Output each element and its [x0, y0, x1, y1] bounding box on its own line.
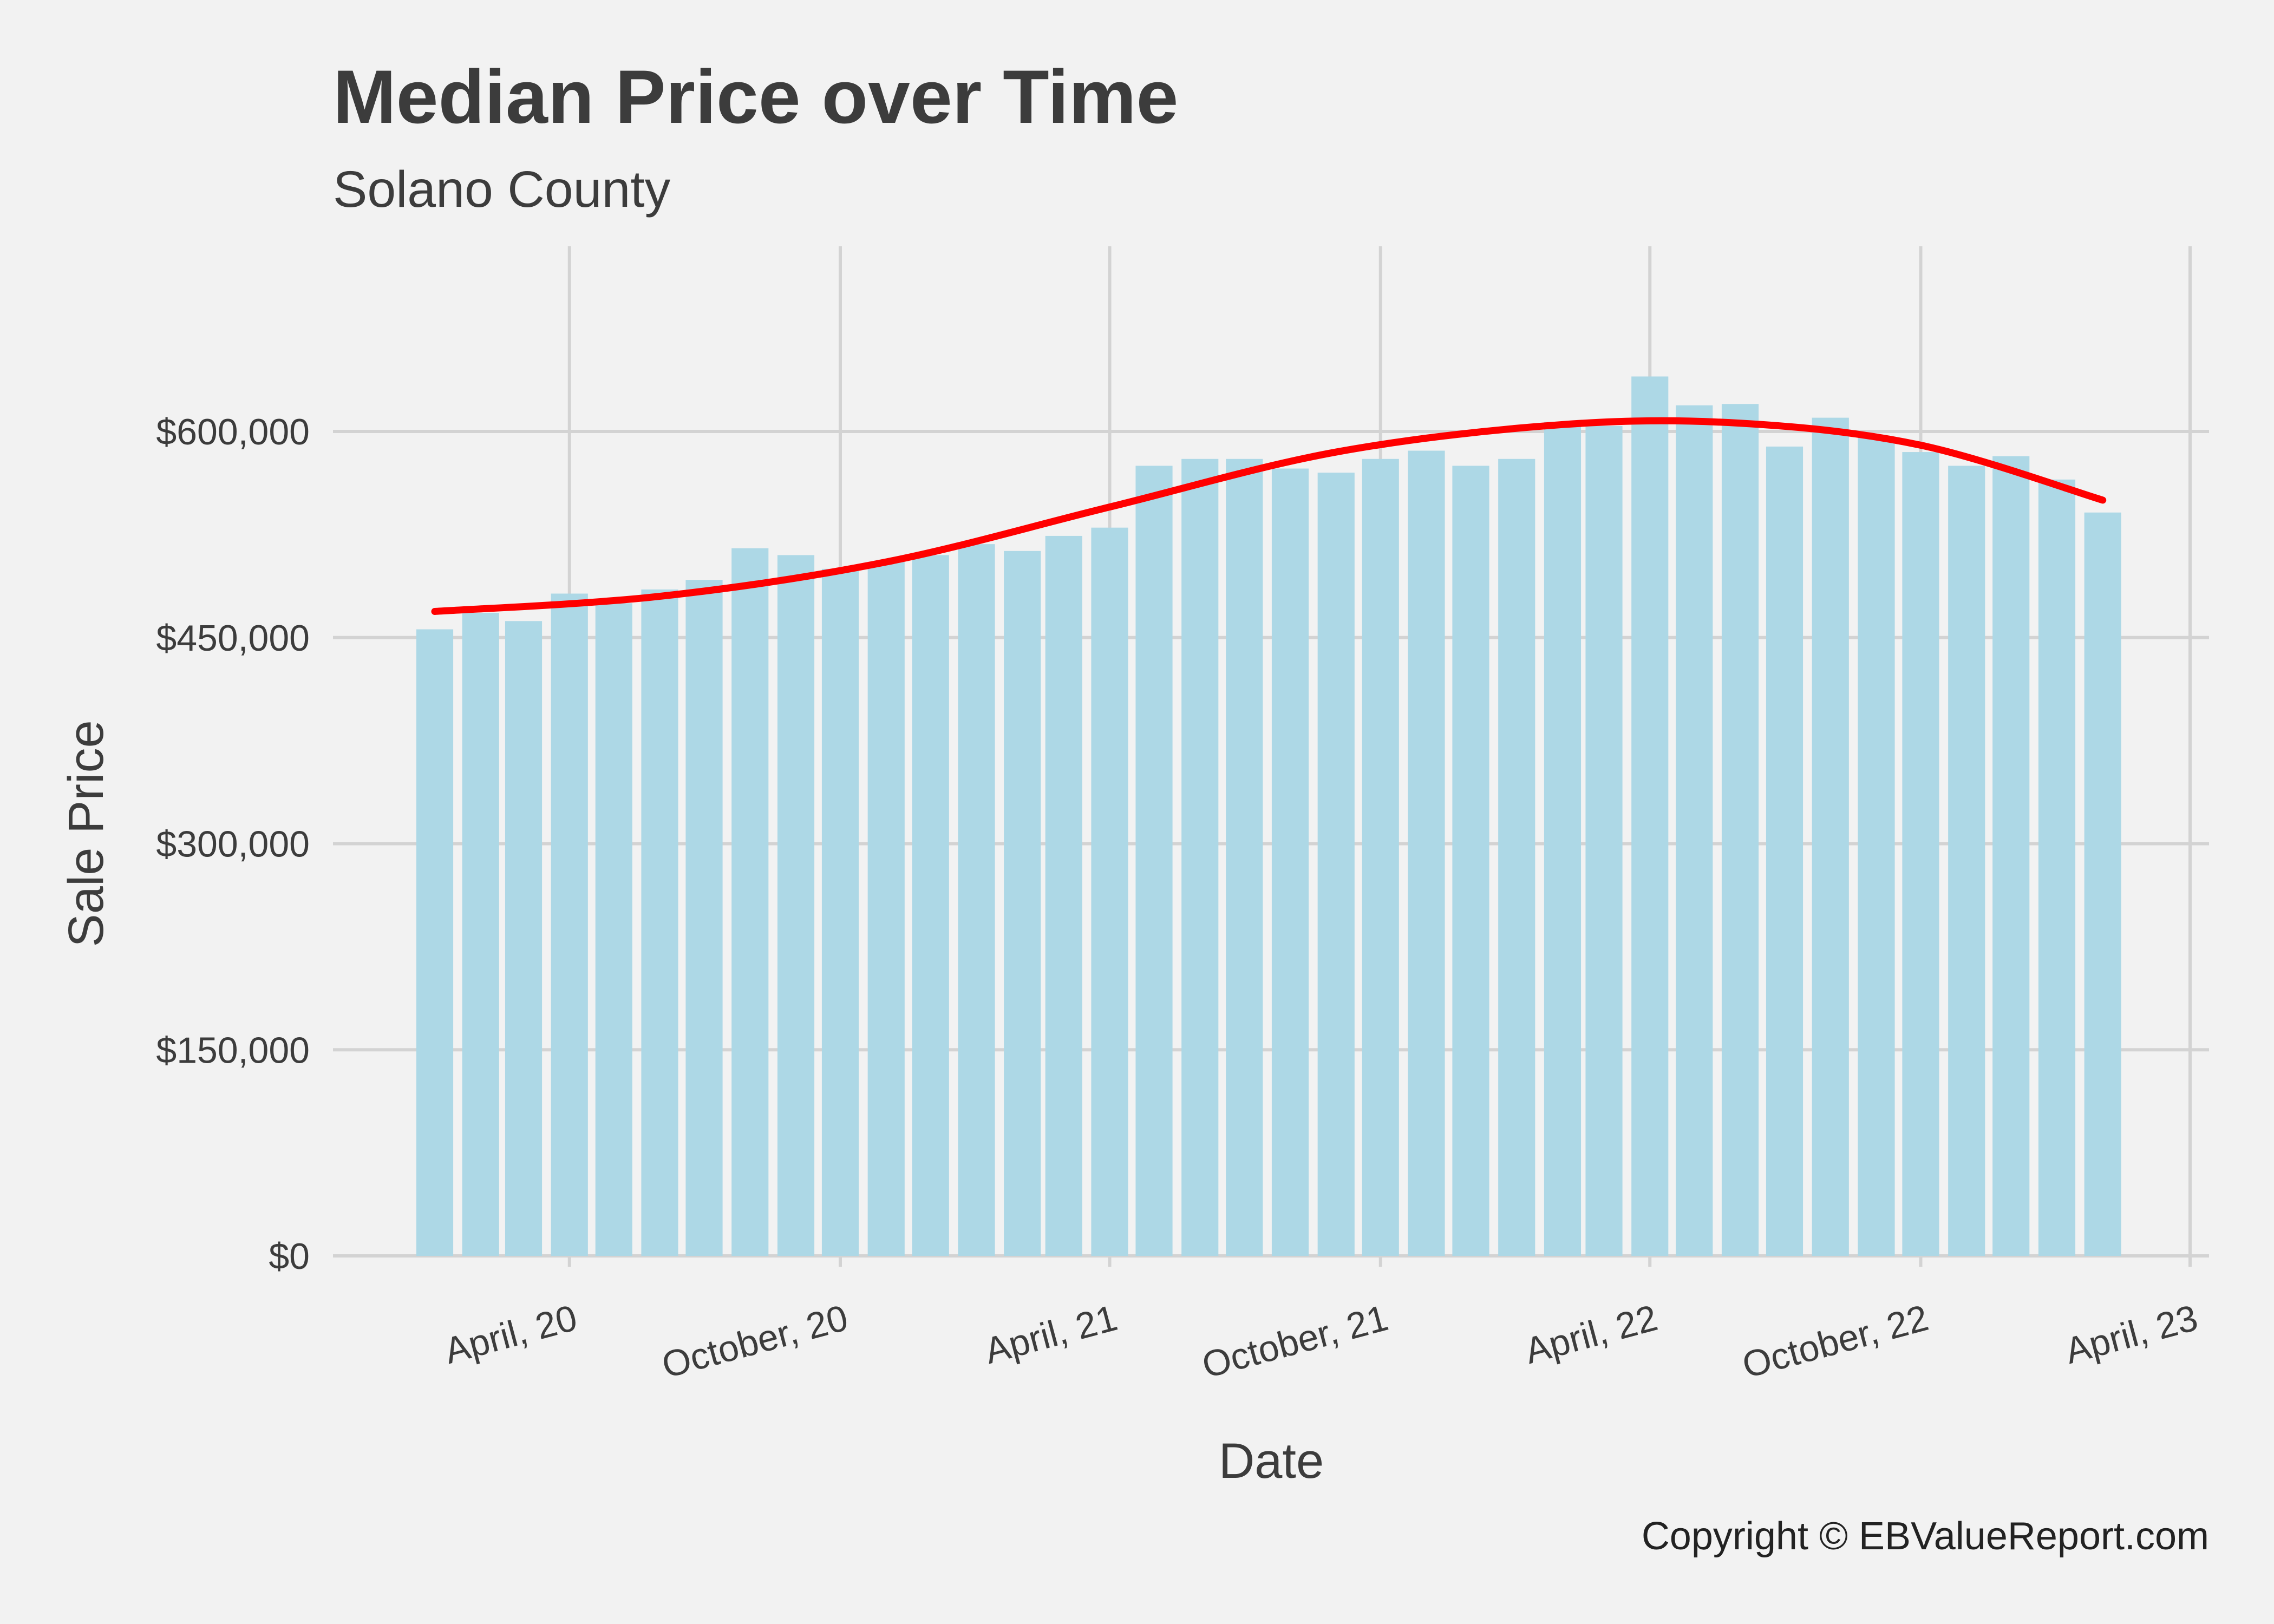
- bar: [1317, 473, 1355, 1256]
- y-tick-labels: $0 $150,000 $300,000 $450,000 $600,000: [156, 411, 310, 1277]
- bar: [462, 613, 499, 1256]
- bar: [1544, 422, 1582, 1256]
- y-tick-label: $0: [269, 1236, 310, 1277]
- x-tick-label: October, 21: [1198, 1297, 1392, 1386]
- bar: [1004, 551, 1041, 1256]
- x-tick-label: April, 21: [981, 1297, 1122, 1372]
- x-tick-labels: April, 20 October, 20 April, 21 October, 21…: [440, 1297, 2202, 1386]
- trend: [431, 417, 2107, 615]
- y-tick-label: $450,000: [156, 618, 310, 659]
- bar: [1721, 404, 1759, 1256]
- bar: [1631, 376, 1669, 1256]
- bar: [912, 555, 949, 1256]
- bar: [1766, 446, 1803, 1256]
- bar: [1452, 466, 1489, 1256]
- bar: [867, 562, 905, 1256]
- x-tick-label: April, 23: [2061, 1297, 2202, 1372]
- chart-title: Median Price over Time: [333, 54, 1178, 139]
- bar: [2038, 479, 2076, 1256]
- trend-line: [431, 417, 2107, 615]
- bar: [777, 555, 815, 1256]
- bar: [1676, 405, 1713, 1256]
- bar: [1181, 459, 1219, 1256]
- y-axis-title: Sale Price: [58, 720, 114, 947]
- bar: [505, 621, 543, 1256]
- bar: [1226, 459, 1263, 1256]
- bar: [1992, 456, 2030, 1256]
- bar: [641, 589, 678, 1256]
- bar: [2084, 512, 2121, 1256]
- x-axis-title: Date: [1219, 1433, 1324, 1489]
- bar: [1091, 527, 1128, 1256]
- bar: [416, 629, 454, 1256]
- bar: [551, 593, 588, 1256]
- y-tick-label: $600,000: [156, 411, 310, 453]
- bar: [731, 548, 769, 1256]
- copyright-caption: Copyright © EBValueReport.com: [1642, 1515, 2209, 1558]
- x-tick-label: April, 22: [1520, 1297, 1662, 1372]
- bar: [1362, 459, 1399, 1256]
- bar: [1408, 450, 1445, 1256]
- chart-subtitle: Solano County: [333, 161, 671, 218]
- x-tick-label: October, 22: [1738, 1297, 1932, 1386]
- bar: [1812, 417, 1849, 1256]
- bar: [821, 568, 859, 1256]
- bar: [1135, 466, 1173, 1256]
- x-tick-label: April, 20: [440, 1297, 581, 1372]
- bar: [1271, 468, 1309, 1256]
- y-tick-label: $150,000: [156, 1030, 310, 1071]
- bar: [1498, 459, 1535, 1256]
- bar: [958, 544, 995, 1256]
- bar: [595, 603, 632, 1256]
- bar: [1858, 437, 1895, 1256]
- bar: [1045, 535, 1082, 1256]
- y-tick-label: $300,000: [156, 824, 310, 865]
- x-tick-label: October, 20: [658, 1297, 852, 1386]
- bar: [1902, 452, 1939, 1256]
- bars: [416, 376, 2121, 1256]
- bar: [1585, 425, 1623, 1256]
- bar: [1948, 466, 1985, 1256]
- bar: [685, 580, 723, 1256]
